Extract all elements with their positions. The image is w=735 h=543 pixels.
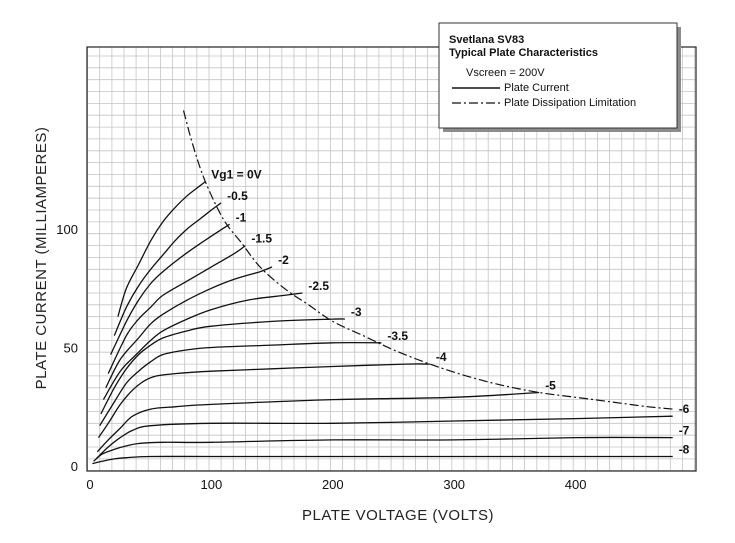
x-tick-label: 200 (322, 477, 344, 492)
plate-current-curve (96, 391, 540, 453)
plate-current-curves (92, 181, 673, 465)
plate-current-curve (117, 181, 206, 317)
plate-current-curve (92, 455, 673, 465)
curve-label: Vg1 = 0V (211, 168, 261, 182)
legend-dashdot-label: Plate Dissipation Limitation (504, 97, 636, 109)
plate-current-curve (100, 318, 345, 415)
curve-label: -2 (278, 253, 289, 267)
legend-box: Svetlana SV83 Typical Plate Characterist… (438, 22, 681, 132)
axis-ticks: 0 100 200 300 400 0 50 100 (56, 222, 586, 492)
x-tick-label: 300 (443, 477, 465, 492)
plate-current-curve (102, 292, 303, 400)
x-tick-label: 100 (201, 477, 223, 492)
plate-current-curve (113, 202, 222, 336)
curve-label: -1.5 (251, 232, 272, 246)
plate-dissipation-curve (182, 110, 673, 410)
curve-label: -3.5 (387, 329, 408, 343)
plot-frame (86, 46, 697, 472)
curve-label: -0.5 (227, 189, 248, 203)
y-tick-label: 50 (64, 341, 78, 356)
curve-label: -7 (679, 424, 690, 438)
x-axis-title: PLATE VOLTAGE (VOLTS) (302, 507, 494, 524)
y-tick-label: 100 (56, 222, 78, 237)
plate-current-curve (93, 436, 673, 462)
legend-title-line2: Typical Plate Characteristics (449, 47, 598, 59)
grid (87, 47, 696, 472)
plate-current-curve (95, 415, 673, 460)
legend-condition: Vscreen = 200V (466, 67, 545, 79)
x-tick-label: 0 (86, 477, 93, 492)
curve-labels: Vg1 = 0V -0.5 -1 -1.5 -2 -2.5 -3 -3.5 -4 -5 -6 -7 -8 (211, 168, 689, 457)
curve-label: -3 (351, 305, 362, 319)
curve-label: -5 (545, 379, 556, 393)
x-tick-label: 400 (565, 477, 587, 492)
legend-solid-label: Plate Current (504, 82, 569, 94)
y-axis-title: PLATE CURRENT (MILLIAMPERES) (33, 127, 50, 390)
curve-label: -1 (236, 210, 247, 224)
curve-label: -4 (436, 350, 447, 364)
curve-label: -8 (679, 443, 690, 457)
curve-label: -6 (679, 402, 690, 416)
legend-title-line1: Svetlana SV83 (449, 34, 524, 46)
plate-current-curve (99, 341, 382, 427)
y-tick-label: 0 (71, 459, 78, 474)
plate-current-curve (97, 363, 430, 438)
curve-label: -2.5 (308, 279, 329, 293)
plate-current-curve (105, 266, 273, 389)
plate-dissipation-line (182, 110, 673, 410)
plate-current-curve (107, 245, 246, 374)
plate-current-curve (110, 223, 230, 355)
